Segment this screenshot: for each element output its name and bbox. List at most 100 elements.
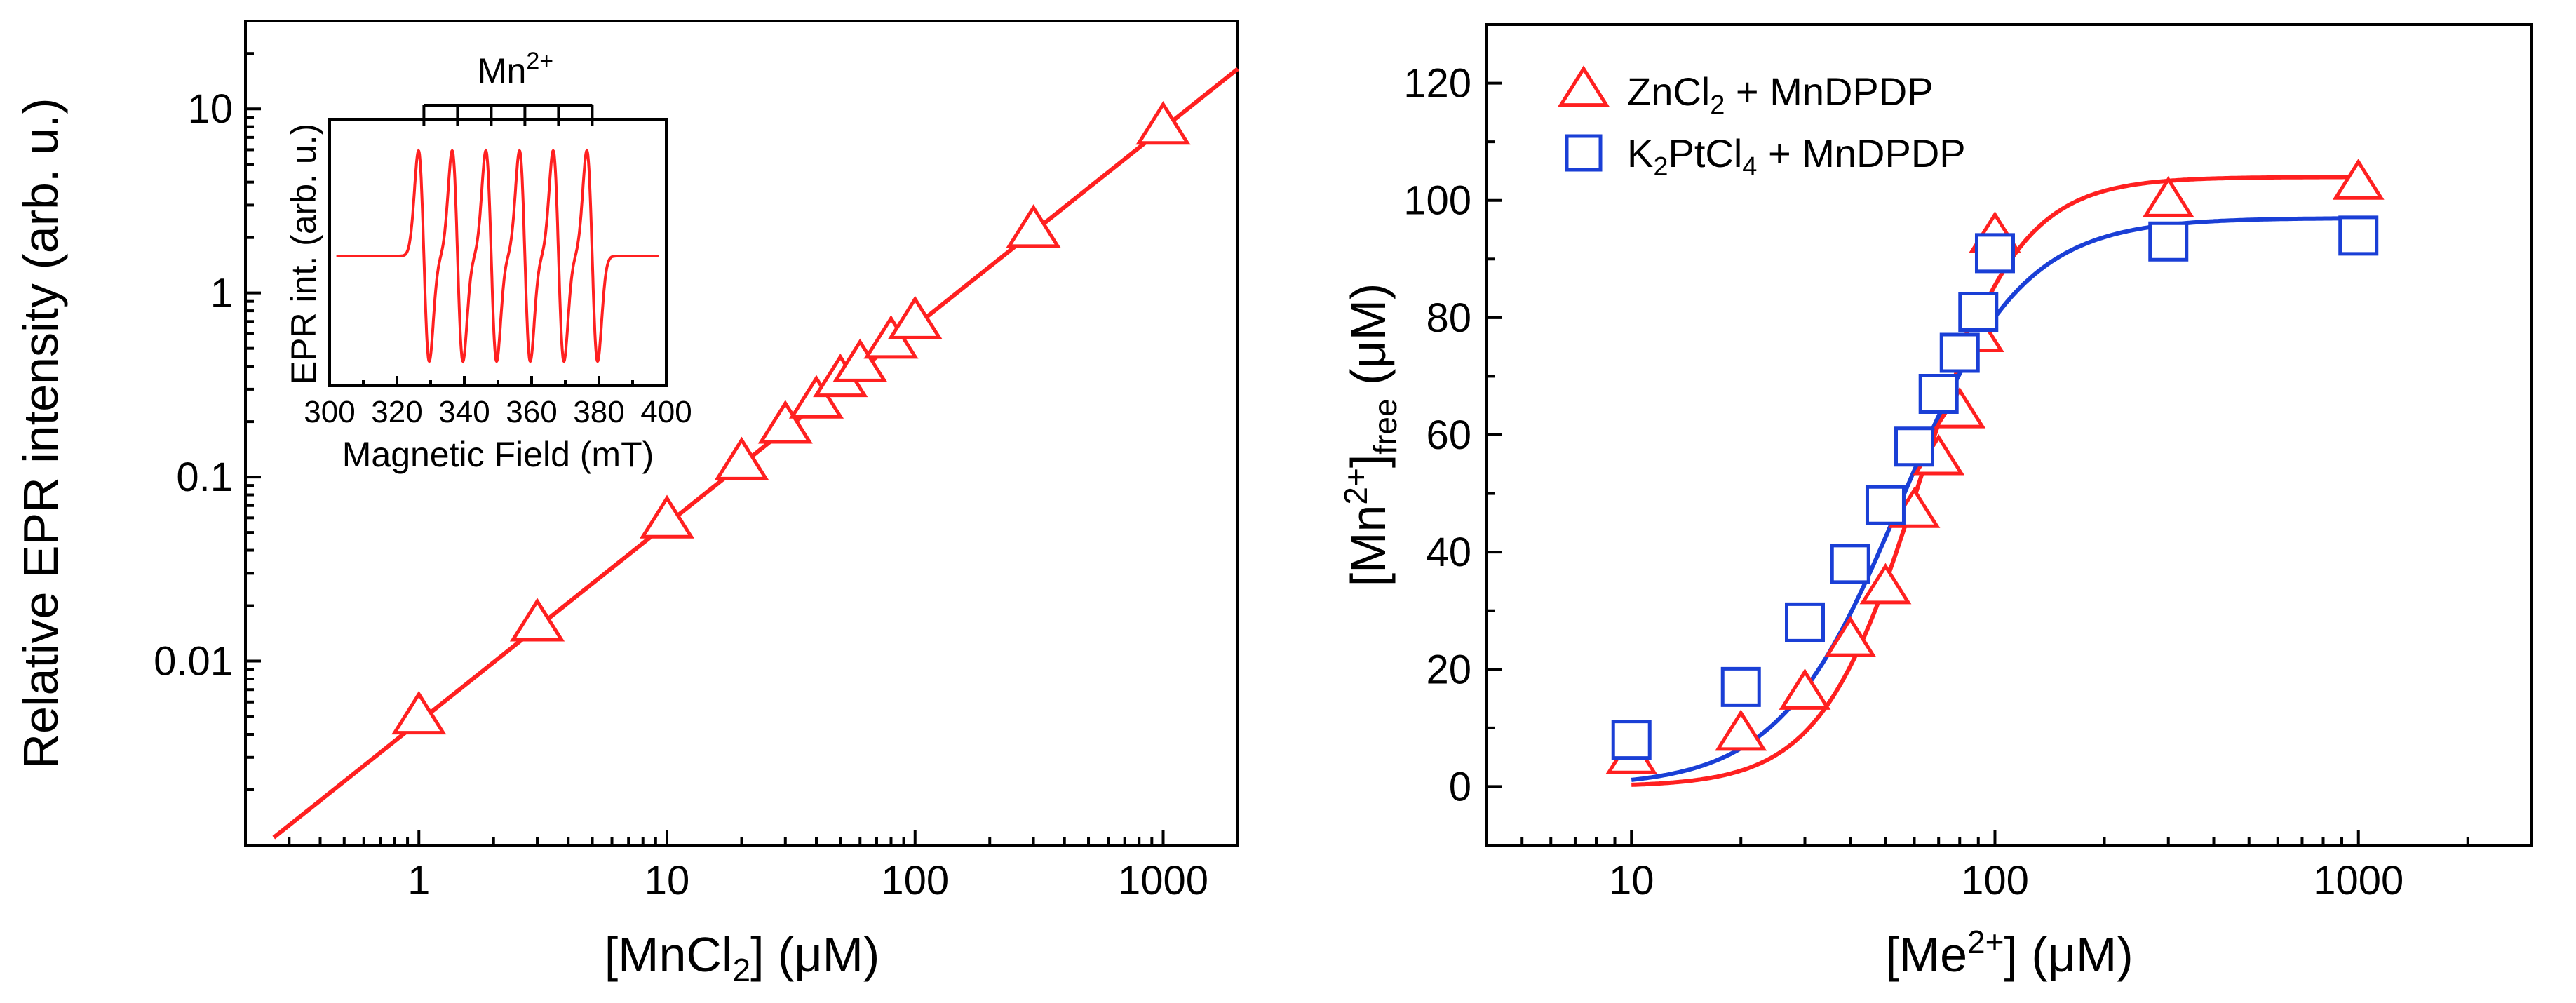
left-y-tick-label: 0.01 — [154, 639, 233, 685]
legend-item-k2ptcl4: K2PtCl4 + MnDPDP — [1565, 131, 1966, 182]
left-y-tick-label: 1 — [210, 271, 233, 316]
right-ylabel-mid: ] — [1341, 455, 1396, 468]
right-y-tick-label: 20 — [1426, 647, 1471, 692]
right-ylabel-pre: [Mn — [1341, 505, 1396, 587]
left-data-point — [391, 690, 447, 735]
left-data-point — [887, 295, 943, 339]
legend-k2ptcl4-pre: K — [1627, 131, 1653, 175]
legend-k2ptcl4-sub1: 2 — [1653, 152, 1668, 182]
inset-hyperfine-bracket — [422, 104, 594, 126]
legend-zncl2-sub: 2 — [1710, 90, 1725, 120]
left-x-ticks: 1 10 100 1000 — [244, 830, 1239, 903]
inset-plot: 300 320 340 360 380 400 Mn2+ Magnetic Field (… — [284, 48, 692, 474]
right-square-point — [1785, 602, 1825, 642]
right-y-ticks: 0 20 40 60 80 100 120 — [1403, 23, 1502, 847]
right-y-tick-label: 80 — [1426, 295, 1471, 341]
legend-k2ptcl4-post: + MnDPDP — [1757, 131, 1965, 175]
right-x-tick-label: 10 — [1609, 858, 1654, 903]
right-triangle-point — [2142, 176, 2194, 217]
left-fit-line — [272, 67, 1239, 840]
left-xlabel-post: ] (μM) — [750, 927, 879, 982]
left-data-point — [788, 375, 844, 419]
inset-spectrum-line — [336, 148, 659, 364]
legend-label-zncl2: ZnCl2 + MnDPDP — [1627, 69, 1934, 120]
right-xlabel-sup: 2+ — [1967, 924, 2004, 960]
left-x-tick-label: 100 — [881, 858, 949, 903]
right-x-tick-label: 100 — [1961, 858, 2029, 903]
left-data-point — [757, 400, 813, 444]
left-x-tick-label: 1 — [407, 858, 430, 903]
inset-x-tick-label: 400 — [640, 395, 692, 429]
legend-triangle-marker — [1558, 65, 1610, 107]
left-y-tick-label: 0.1 — [176, 455, 233, 500]
inset-x-tick-label: 380 — [573, 395, 624, 429]
right-square-point — [1611, 720, 1652, 760]
right-square-point — [1865, 485, 1906, 525]
left-panel: 1 10 100 1000 0.01 0.1 1 10 [MnCl2] (μM) Relat… — [13, 20, 1239, 988]
right-square-point — [1939, 332, 1980, 373]
left-x-axis-title: [MnCl2] (μM) — [605, 927, 880, 988]
right-y-tick-label: 120 — [1403, 61, 1471, 107]
right-square-point — [2148, 221, 2189, 262]
right-y-tick-label: 60 — [1426, 412, 1471, 458]
right-xlabel-post: ] (μM) — [2004, 927, 2133, 982]
left-y-ticks: 0.01 0.1 1 10 — [154, 20, 261, 791]
right-data-points — [1605, 158, 2385, 774]
right-triangle-point — [1859, 563, 1912, 605]
right-x-ticks: 10 100 1000 — [1485, 830, 2533, 903]
legend-k2ptcl4-mid: PtCl — [1668, 131, 1743, 175]
right-square-point — [1720, 666, 1761, 707]
left-plot-frame — [244, 20, 1239, 847]
right-ylabel-sub: free — [1367, 398, 1403, 454]
right-y-axis-title: [Mn2+]free (μM) — [1337, 283, 1403, 587]
inset-x-ticks: 300 320 340 360 380 400 — [304, 376, 692, 429]
legend-k2ptcl4-sub2: 4 — [1742, 152, 1757, 182]
right-fit-curve — [1631, 175, 2359, 787]
inset-x-tick-label: 340 — [438, 395, 490, 429]
right-xlabel-pre: [Me — [1885, 927, 1967, 982]
left-data-points — [391, 100, 1191, 735]
right-square-point — [1830, 544, 1870, 584]
left-data-point — [639, 494, 695, 539]
right-y-tick-label: 40 — [1426, 530, 1471, 575]
right-triangle-point — [1779, 668, 1831, 710]
inset-annotation: Mn2+ — [478, 48, 553, 90]
legend-zncl2-pre: ZnCl — [1627, 69, 1710, 114]
right-triangle-point — [2332, 158, 2385, 200]
left-x-tick-label: 1000 — [1118, 858, 1208, 903]
left-y-axis-title: Relative EPR intensity (arb. u.) — [13, 97, 68, 769]
inset-x-tick-label: 320 — [371, 395, 422, 429]
left-data-point — [714, 436, 769, 480]
left-data-point — [832, 338, 888, 382]
legend-square-marker — [1565, 134, 1603, 172]
right-ylabel-sup: 2+ — [1337, 468, 1374, 504]
right-square-point — [1958, 292, 1999, 332]
left-y-tick-label: 10 — [187, 86, 233, 132]
legend-label-k2ptcl4: K2PtCl4 + MnDPDP — [1627, 131, 1966, 182]
inset-x-tick-label: 300 — [304, 395, 355, 429]
right-y-tick-label: 0 — [1449, 764, 1471, 809]
inset-annotation-sup: 2+ — [526, 48, 553, 74]
left-xlabel-sub: 2 — [733, 952, 751, 988]
inset-x-tick-label: 360 — [506, 395, 557, 429]
inset-x-axis-title: Magnetic Field (mT) — [342, 435, 654, 474]
right-ylabel-post: (μM) — [1341, 283, 1396, 399]
right-square-point — [1894, 426, 1935, 467]
left-fit-line-group — [272, 67, 1239, 840]
right-square-point — [1974, 233, 2015, 274]
inset-y-axis-title: EPR int. (arb. u.) — [284, 123, 323, 384]
legend: ZnCl2 + MnDPDP K2PtCl4 + MnDPDP — [1558, 65, 1966, 182]
left-data-point — [1006, 204, 1061, 248]
right-triangle-point — [1715, 709, 1767, 751]
inset-annotation-base: Mn — [478, 51, 526, 90]
right-triangle-point — [1824, 615, 1877, 657]
right-x-axis-title: [Me2+] (μM) — [1885, 924, 2133, 982]
left-xlabel-pre: [MnCl — [605, 927, 733, 982]
right-square-point — [2338, 215, 2379, 256]
legend-item-zncl2: ZnCl2 + MnDPDP — [1558, 65, 1934, 120]
left-data-point — [509, 598, 565, 642]
right-square-point — [1918, 374, 1959, 414]
right-x-tick-label: 1000 — [2313, 858, 2403, 903]
